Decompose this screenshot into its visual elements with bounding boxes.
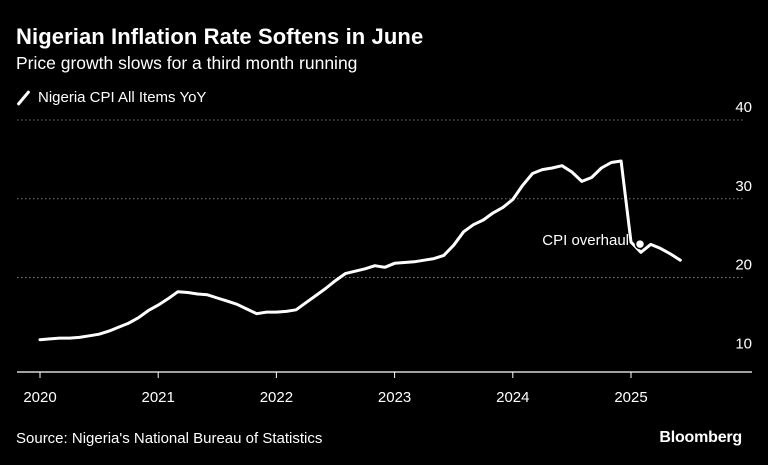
chart-title: Nigerian Inflation Rate Softens in June	[16, 24, 424, 49]
x-tick-label-2021: 2021	[142, 389, 175, 406]
series-line-0	[38, 159, 682, 342]
chart-subtitle: Price growth slows for a third month run…	[16, 53, 358, 73]
brand-logo: Bloomberg	[659, 429, 742, 446]
y-tick-label-20: 20	[735, 257, 752, 274]
x-tick-label-2023: 2023	[378, 389, 411, 406]
source-note: Source: Nigeria's National Bureau of Sta…	[16, 430, 323, 447]
legend-label: Nigeria CPI All Items YoY	[38, 89, 207, 106]
x-tick-label-2022: 2022	[260, 389, 293, 406]
y-tick-label-30: 30	[735, 178, 752, 195]
legend: Nigeria CPI All Items YoY	[16, 89, 206, 106]
y-tick-label-40: 40	[735, 99, 752, 116]
x-tick-label-2025: 2025	[614, 389, 647, 406]
x-tick-label-2020: 2020	[23, 389, 56, 406]
y-tick-label-10: 10	[735, 335, 752, 352]
annotation-marker-0	[634, 238, 646, 250]
annotation-label-0: CPI overhaul	[542, 232, 629, 249]
x-tick-label-2024: 2024	[496, 389, 529, 406]
